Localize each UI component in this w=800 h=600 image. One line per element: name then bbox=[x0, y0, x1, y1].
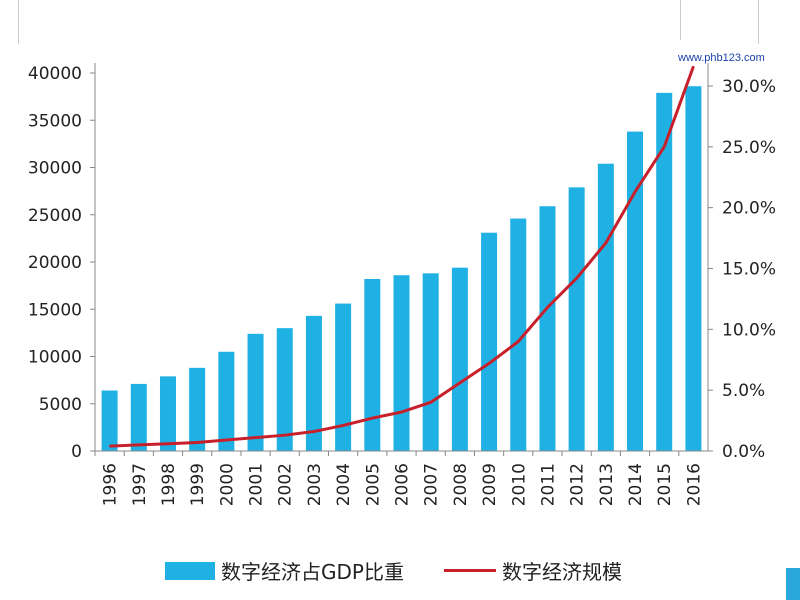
x-tick-label-2006: 2006 bbox=[393, 463, 413, 506]
x-tick-label-2016: 2016 bbox=[684, 463, 704, 506]
x-tick-label-2000: 2000 bbox=[217, 463, 237, 506]
line-point-2014 bbox=[634, 191, 636, 193]
x-tick-label-1999: 1999 bbox=[188, 463, 208, 506]
line-point-2004 bbox=[342, 424, 344, 427]
x-tick-label-2004: 2004 bbox=[334, 463, 354, 506]
line-point-2000 bbox=[225, 439, 228, 441]
frame-edge-right bbox=[680, 0, 681, 40]
line-point-2005 bbox=[371, 417, 374, 419]
legend-label-bar: 数字经济占GDP比重 bbox=[221, 560, 404, 584]
line-point-2006 bbox=[400, 411, 403, 413]
y-right-tick-label: 15.0% bbox=[722, 260, 776, 280]
watermark: www.phb123.com bbox=[678, 52, 765, 64]
x-tick-label-2013: 2013 bbox=[597, 463, 617, 506]
bar-2005 bbox=[364, 279, 381, 451]
y-left-tick-label: 15000 bbox=[28, 300, 82, 320]
x-tick-label-2015: 2015 bbox=[655, 463, 675, 506]
legend-item-line: 数字经济规模 bbox=[443, 556, 622, 585]
line-point-2001 bbox=[254, 436, 257, 439]
bar-2014 bbox=[627, 131, 644, 451]
line-point-1996 bbox=[108, 445, 111, 447]
bar-2013 bbox=[597, 163, 614, 451]
bar-2006 bbox=[393, 275, 410, 451]
x-tick-label-2003: 2003 bbox=[305, 463, 325, 506]
frame-edge-right-outer bbox=[758, 0, 759, 44]
x-tick-label-1997: 1997 bbox=[130, 463, 150, 506]
y-right-tick-label: 0.0% bbox=[722, 442, 765, 462]
line-point-1999 bbox=[196, 441, 198, 444]
bar-2016 bbox=[685, 86, 702, 451]
y-right-tick-label: 30.0% bbox=[722, 77, 776, 97]
y-left-tick-label: 25000 bbox=[28, 206, 82, 226]
y-right-tick-label: 10.0% bbox=[722, 320, 776, 340]
bar-1999 bbox=[189, 367, 206, 451]
line-point-2016 bbox=[692, 65, 695, 68]
bar-2011 bbox=[539, 206, 556, 451]
bar-2008 bbox=[451, 267, 468, 451]
legend: 数字经济占GDP比重 数字经济规模 bbox=[165, 556, 622, 585]
bar-2012 bbox=[568, 187, 585, 451]
line-point-1997 bbox=[137, 444, 140, 446]
y-left-tick-label: 0 bbox=[71, 442, 82, 462]
legend-label-line: 数字经济规模 bbox=[501, 560, 622, 584]
y-left-tick-label: 20000 bbox=[28, 253, 82, 273]
y-left-tick-label: 10000 bbox=[28, 348, 82, 368]
line-point-2010 bbox=[517, 340, 520, 343]
bar-2000 bbox=[218, 351, 235, 451]
axes: 0 5000 10000 15000 20000 25000 30000 35000 40000… bbox=[28, 63, 776, 506]
line-point-2011 bbox=[546, 306, 549, 309]
y-right-tick-label: 25.0% bbox=[722, 138, 776, 158]
bar-1996 bbox=[101, 390, 118, 451]
y-right-tick-label: 5.0% bbox=[722, 381, 765, 401]
bar-series bbox=[101, 86, 702, 451]
line-point-2015 bbox=[663, 146, 666, 148]
y-left-tick-label: 5000 bbox=[39, 395, 82, 415]
line-point-2008 bbox=[459, 382, 461, 384]
bar-1997 bbox=[130, 383, 147, 451]
bar-2003 bbox=[305, 315, 322, 451]
bar-2001 bbox=[247, 333, 264, 451]
y-left-tick-label: 40000 bbox=[28, 64, 82, 84]
x-tick-label-2005: 2005 bbox=[363, 463, 383, 506]
line-point-2007 bbox=[429, 401, 432, 404]
frame-edge-left bbox=[18, 0, 19, 44]
bar-1998 bbox=[159, 376, 176, 451]
bar-2010 bbox=[510, 218, 527, 451]
line-point-2003 bbox=[313, 430, 315, 433]
y-left-tick-label: 30000 bbox=[28, 159, 82, 179]
legend-item-bar: 数字经济占GDP比重 bbox=[165, 556, 404, 585]
y-left-tick-label: 35000 bbox=[28, 111, 82, 131]
line-series bbox=[108, 65, 695, 448]
bar-2002 bbox=[276, 328, 293, 451]
bar-2007 bbox=[422, 273, 439, 451]
line-point-2012 bbox=[575, 277, 578, 280]
y-right-tick-label: 20.0% bbox=[722, 199, 776, 219]
bar-2015 bbox=[656, 92, 673, 451]
x-tick-label-2011: 2011 bbox=[538, 463, 558, 506]
line-point-2002 bbox=[283, 434, 286, 436]
line-point-2013 bbox=[605, 242, 607, 244]
x-tick-label-2001: 2001 bbox=[247, 463, 267, 506]
x-tick-label-2002: 2002 bbox=[276, 463, 296, 506]
x-tick-label-2010: 2010 bbox=[509, 463, 529, 506]
legend-swatch-line bbox=[443, 569, 496, 572]
x-tick-label-1998: 1998 bbox=[159, 463, 179, 506]
bar-2004 bbox=[335, 303, 352, 451]
x-tick-label-1996: 1996 bbox=[101, 463, 121, 506]
x-tick-label-2009: 2009 bbox=[480, 463, 500, 506]
bar-2009 bbox=[481, 232, 498, 451]
x-tick-label-2008: 2008 bbox=[451, 463, 471, 506]
legend-swatch-bar bbox=[165, 561, 215, 580]
line-point-2009 bbox=[488, 362, 490, 365]
line-point-1998 bbox=[167, 442, 169, 445]
x-tick-label-2007: 2007 bbox=[422, 463, 442, 506]
corner-decoration bbox=[786, 568, 800, 600]
x-tick-label-2012: 2012 bbox=[568, 463, 588, 506]
x-tick-label-2014: 2014 bbox=[626, 463, 646, 506]
